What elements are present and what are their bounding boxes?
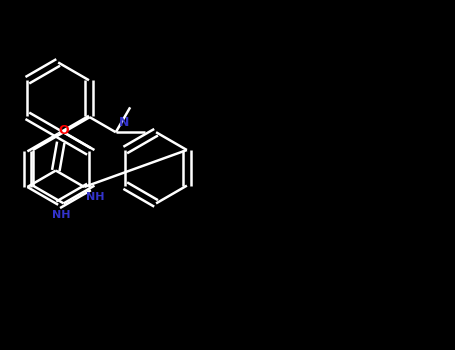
Text: O: O — [58, 125, 69, 138]
Text: N: N — [118, 117, 129, 130]
Text: NH: NH — [86, 192, 104, 202]
Text: NH: NH — [52, 210, 70, 220]
